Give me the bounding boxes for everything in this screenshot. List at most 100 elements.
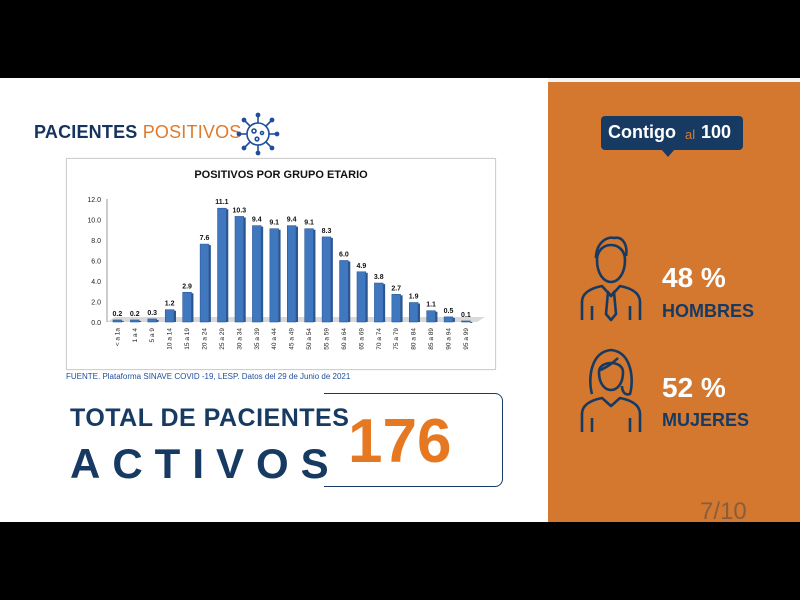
section-title: PACIENTES POSITIVOS — [34, 122, 242, 143]
bar-side — [174, 310, 176, 322]
section-title-bold: PACIENTES — [34, 122, 138, 142]
y-tick-label: 10.0 — [87, 218, 101, 225]
x-tick-label: 1 a 4 — [132, 328, 139, 343]
bar — [426, 310, 436, 323]
x-tick-label: 30 a 34 — [236, 328, 243, 350]
bar — [408, 302, 419, 323]
data-label: 1.2 — [165, 301, 175, 308]
y-tick-label: 6.0 — [91, 259, 101, 266]
x-tick-label: 50 a 54 — [306, 328, 313, 350]
data-label: 0.2 — [112, 311, 122, 318]
bar-side — [365, 272, 368, 322]
x-tick-label: 5 a 9 — [149, 328, 156, 343]
data-label: 2.7 — [391, 285, 401, 292]
data-label: 3.8 — [374, 274, 384, 281]
x-tick-label: 85 a 89 — [428, 328, 435, 350]
women-percent: 52 % — [662, 372, 726, 403]
bar-side — [348, 261, 351, 322]
bar — [356, 271, 367, 323]
bar-side — [400, 295, 403, 322]
bar — [217, 207, 227, 323]
bar-side — [278, 229, 281, 322]
chart-container: POSITIVOS POR GRUPO ETARIO 0.0 2.0 4.0 6.0 8… — [66, 158, 496, 370]
bar — [374, 282, 384, 323]
total-label: TOTAL DE PACIENTES — [70, 404, 350, 432]
virus-icon — [236, 112, 280, 156]
bar-side — [313, 229, 316, 322]
bar-side — [226, 209, 229, 322]
x-tick-label: 60 a 64 — [341, 328, 348, 350]
source-note: FUENTE. Plataforma SINAVE COVID -19, LES… — [66, 372, 351, 381]
bar-side — [191, 293, 194, 322]
x-tick-label: 15 a 19 — [184, 328, 191, 350]
data-label: 11.1 — [215, 199, 228, 206]
bar — [112, 319, 123, 323]
bar-side — [296, 226, 298, 322]
men-label: HOMBRES — [662, 301, 755, 321]
data-label: 2.9 — [182, 283, 192, 290]
y-tick-label: 8.0 — [91, 238, 101, 245]
x-tick-label: 55 a 59 — [324, 328, 331, 350]
x-tick-label: 70 a 74 — [376, 328, 383, 350]
women-label: MUJERES — [662, 410, 750, 430]
data-label: 9.4 — [252, 217, 262, 224]
x-tick-label: < a 1a — [114, 328, 121, 347]
x-tick-label: 45 a 49 — [289, 328, 296, 350]
bar — [321, 236, 332, 323]
data-label: 0.3 — [147, 310, 157, 317]
x-tick-label: 25 a 29 — [219, 328, 226, 350]
data-label: 4.9 — [356, 263, 366, 270]
bar-side — [139, 320, 142, 322]
x-tick-label: 40 a 44 — [271, 328, 278, 350]
total-value: 176 — [348, 407, 452, 476]
bar — [252, 225, 262, 323]
logo-part-1: Contigo — [608, 122, 676, 142]
data-label: 8.3 — [322, 228, 332, 235]
woman-icon — [580, 348, 642, 432]
bar — [199, 243, 210, 323]
men-percent: 48 % — [662, 262, 726, 293]
bar-side — [261, 226, 264, 322]
x-tick-label: 10 a 14 — [167, 328, 174, 350]
bar — [164, 309, 175, 323]
logo-part-2: al — [685, 127, 696, 142]
bar — [234, 216, 245, 323]
data-label: 7.6 — [200, 235, 210, 242]
slide: PACIENTES POSITIVOS POSITIVOS POR GRUPO … — [0, 78, 800, 522]
bar-side — [418, 303, 420, 322]
bar — [269, 228, 279, 323]
section-title-light: POSITIVOS — [142, 122, 242, 142]
bar — [461, 320, 471, 323]
bar — [443, 316, 454, 323]
x-tick-label: 80 a 84 — [411, 328, 418, 350]
data-label: 0.1 — [461, 312, 471, 319]
page-indicator: 7/10 — [700, 498, 747, 522]
bar-side — [470, 321, 473, 323]
y-tick-label: 4.0 — [91, 279, 101, 286]
bar-side — [435, 311, 438, 322]
data-label: 1.9 — [409, 294, 419, 301]
data-label: 0.2 — [130, 311, 140, 318]
age-group-bar-chart: 0.0 2.0 4.0 6.0 8.0 10.0 12.0 0.2 < a 1a 0.2 1 a 4… — [87, 197, 485, 350]
bar — [304, 228, 314, 323]
bar — [339, 260, 349, 323]
data-label: 6.0 — [339, 252, 349, 259]
contigo-al-100-logo: Contigo al 100 — [601, 116, 743, 157]
y-tick-label: 2.0 — [91, 300, 101, 307]
bar-side — [383, 284, 386, 322]
bar-side — [156, 319, 159, 322]
data-label: 0.5 — [444, 308, 454, 315]
data-label: 9.1 — [304, 220, 314, 227]
active-label: ACTIVOS — [70, 440, 341, 487]
x-tick-label: 20 a 24 — [202, 328, 209, 350]
y-tick-label: 0.0 — [91, 320, 101, 327]
x-tick-label: 75 a 79 — [393, 328, 400, 350]
data-label: 1.1 — [426, 302, 436, 309]
left-panel: PACIENTES POSITIVOS POSITIVOS POR GRUPO … — [0, 78, 548, 522]
bar — [286, 225, 297, 323]
bar-side — [330, 237, 333, 322]
total-value-frame — [324, 393, 503, 487]
bar-side — [452, 317, 455, 322]
bar — [130, 319, 140, 323]
man-icon — [580, 236, 642, 322]
